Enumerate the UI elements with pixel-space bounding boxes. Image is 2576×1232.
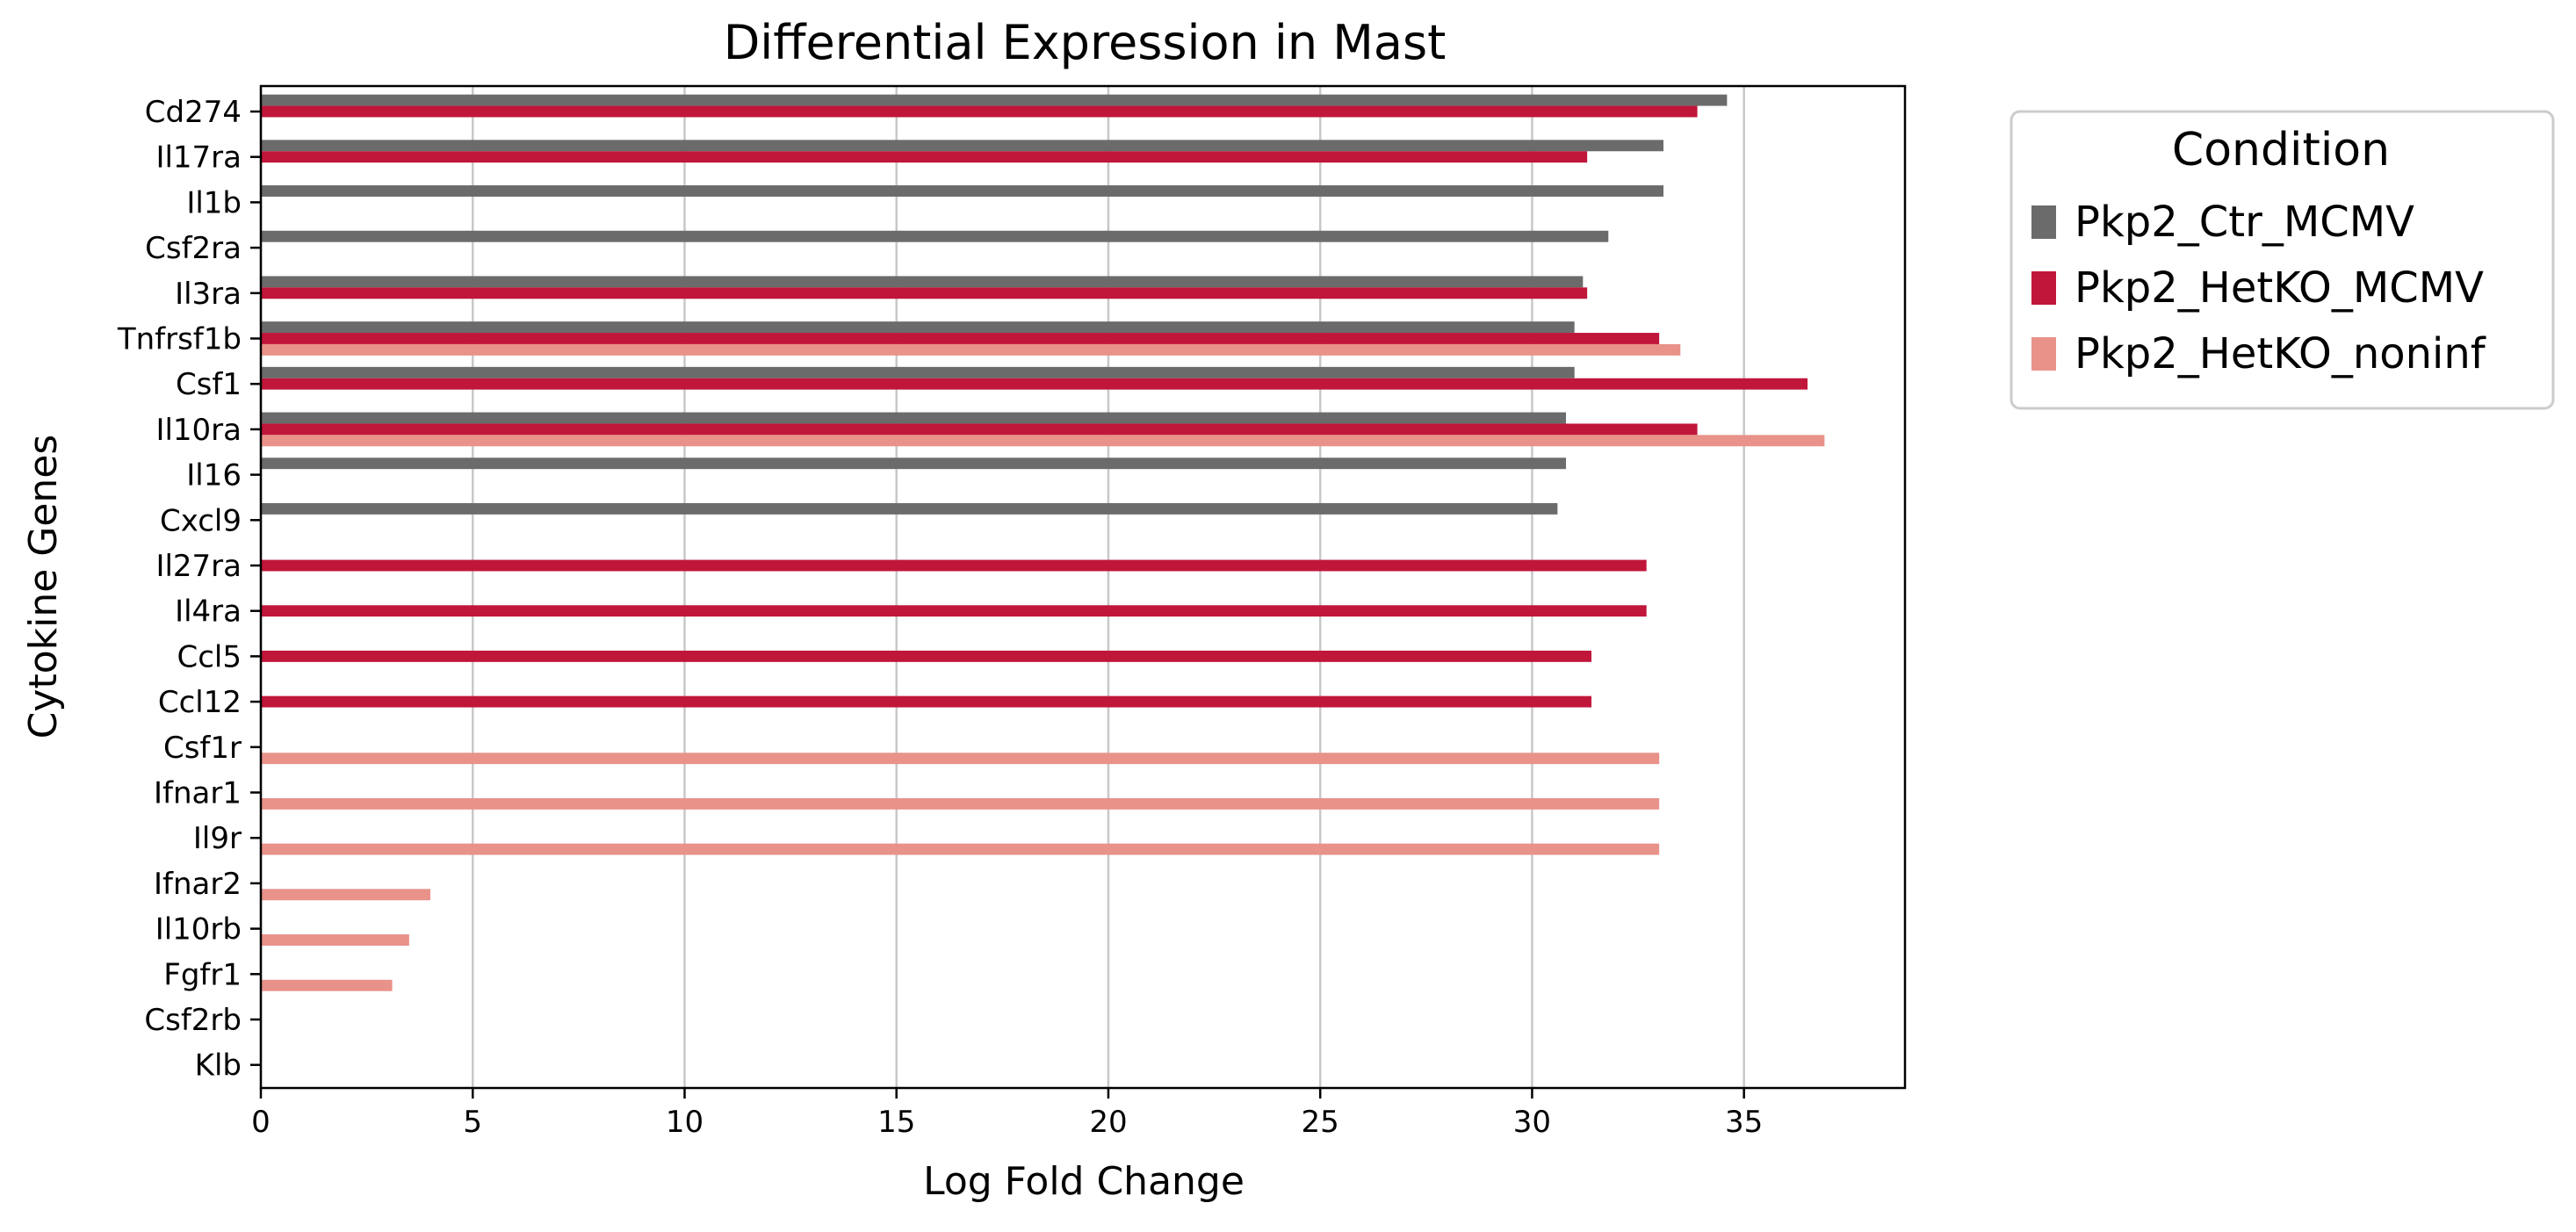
bar-il27ra-pkp2-hetko-mcmv <box>261 559 1647 572</box>
y-tick-label: Klb <box>195 1048 242 1084</box>
y-tick-label: Csf1r <box>163 731 242 766</box>
bar-csf2ra-pkp2-ctr-mcmv <box>261 230 1609 242</box>
bar-csf1r-pkp2-hetko-noninf <box>261 753 1660 765</box>
y-tick-label: Csf2rb <box>144 1003 242 1038</box>
bar-csf1-pkp2-ctr-mcmv <box>261 366 1575 378</box>
bar-tnfrsf1b-pkp2-ctr-mcmv <box>261 321 1575 334</box>
y-axis-ticks: Cd274 Il17ra Il1b Csf2ra Il3ra Tnfrsf1b Csf1 Il… <box>117 95 261 1084</box>
y-tick-label: Il3ra <box>175 277 242 312</box>
x-tick-label: 0 <box>251 1105 271 1140</box>
y-axis-label: Cytokine Genes <box>21 435 66 739</box>
legend-label: Pkp2_Ctr_MCMV <box>2075 198 2414 247</box>
bar-tnfrsf1b-pkp2-hetko-noninf <box>261 343 1681 356</box>
y-tick-label: Ifnar2 <box>154 867 242 902</box>
y-tick-label: Il1b <box>186 185 242 220</box>
y-tick-label: Cd274 <box>145 95 242 130</box>
bar-fgfr1-pkp2-hetko-noninf <box>261 979 393 991</box>
bar-il1b-pkp2-ctr-mcmv <box>261 185 1663 197</box>
bar-il4ra-pkp2-hetko-mcmv <box>261 605 1647 617</box>
bar-il16-pkp2-ctr-mcmv <box>261 457 1567 470</box>
bar-il17ra-pkp2-hetko-mcmv <box>261 151 1588 163</box>
bar-il3ra-pkp2-hetko-mcmv <box>261 287 1588 299</box>
legend-title: Condition <box>2172 124 2390 177</box>
bar-il10ra-pkp2-hetko-mcmv <box>261 423 1698 436</box>
legend-swatch <box>2031 271 2056 305</box>
bar-tnfrsf1b-pkp2-hetko-mcmv <box>261 333 1660 344</box>
y-tick-label: Fgfr1 <box>163 957 242 992</box>
bar-ifnar2-pkp2-hetko-noninf <box>261 889 430 901</box>
x-tick-label: 35 <box>1725 1105 1763 1140</box>
y-tick-label: Cxcl9 <box>160 503 242 538</box>
bar-il10ra-pkp2-ctr-mcmv <box>261 412 1567 424</box>
bar-il17ra-pkp2-ctr-mcmv <box>261 140 1663 152</box>
y-tick-label: Il16 <box>186 458 242 494</box>
x-tick-label: 10 <box>666 1105 704 1140</box>
legend-label: Pkp2_HetKO_MCMV <box>2075 263 2484 313</box>
x-gridlines <box>259 86 1745 1088</box>
legend-items: Pkp2_Ctr_MCMV Pkp2_HetKO_MCMV Pkp2_HetKO_n… <box>2031 198 2486 378</box>
bar-ccl5-pkp2-hetko-mcmv <box>261 650 1591 662</box>
bar-il10ra-pkp2-hetko-noninf <box>261 435 1825 447</box>
bar-ifnar1-pkp2-hetko-noninf <box>261 797 1660 810</box>
y-tick-label: Csf2ra <box>145 231 242 266</box>
x-tick-label: 5 <box>463 1105 482 1140</box>
x-axis-ticks: 0 5 10 15 20 25 30 35 <box>251 1088 1763 1140</box>
bar-ccl12-pkp2-hetko-mcmv <box>261 695 1591 708</box>
legend: Condition Pkp2_Ctr_MCMVPkp2_HetKO_MCMVPk… <box>2010 110 2555 410</box>
bar-il10rb-pkp2-hetko-noninf <box>261 934 409 946</box>
y-tick-label: Tnfrsf1b <box>117 322 242 357</box>
x-axis-label: Log Fold Change <box>923 1159 1245 1204</box>
bar-il3ra-pkp2-ctr-mcmv <box>261 276 1584 288</box>
bar-csf1-pkp2-hetko-mcmv <box>261 378 1808 390</box>
bar-cxcl9-pkp2-ctr-mcmv <box>261 502 1558 515</box>
legend-swatch <box>2031 205 2056 239</box>
y-tick-label: Il9r <box>193 821 242 856</box>
x-tick-label: 30 <box>1513 1105 1551 1140</box>
chart-title: Differential Expression in Mast <box>724 15 1447 70</box>
y-tick-label: Il27ra <box>155 549 242 584</box>
legend-swatch <box>2031 337 2056 371</box>
y-tick-label: Ifnar1 <box>154 776 242 811</box>
plot-frame <box>259 84 1907 1090</box>
y-tick-label: Ccl5 <box>177 639 242 674</box>
y-tick-label: Il17ra <box>155 140 242 176</box>
y-tick-label: Csf1 <box>176 367 242 402</box>
y-tick-label: Il10rb <box>155 912 242 947</box>
legend-label: Pkp2_HetKO_noninf <box>2075 329 2486 378</box>
x-tick-label: 25 <box>1302 1105 1339 1140</box>
y-tick-label: Il4ra <box>175 594 242 630</box>
bar-cd274-pkp2-hetko-mcmv <box>261 105 1698 118</box>
bars <box>261 94 1825 991</box>
x-tick-label: 20 <box>1089 1105 1127 1140</box>
bar-il9r-pkp2-hetko-noninf <box>261 843 1660 855</box>
y-tick-label: Ccl12 <box>158 685 242 720</box>
legend-box <box>2010 110 2555 410</box>
bar-cd274-pkp2-ctr-mcmv <box>261 94 1728 106</box>
x-tick-label: 15 <box>877 1105 915 1140</box>
y-tick-label: Il10ra <box>155 413 242 448</box>
